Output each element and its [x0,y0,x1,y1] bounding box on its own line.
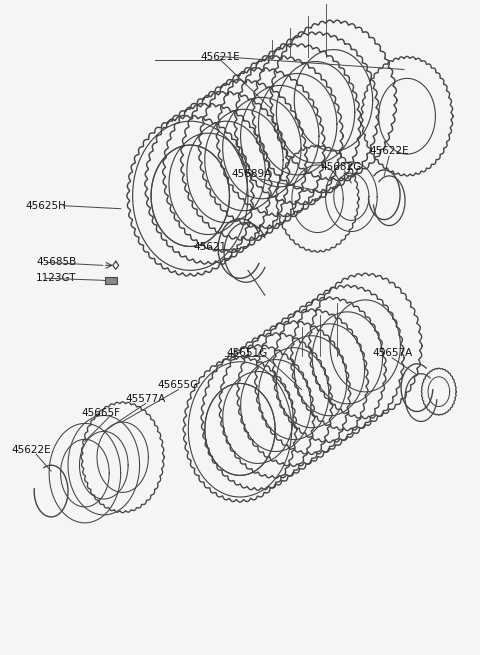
Text: 45651G: 45651G [227,348,267,358]
Text: 45625H: 45625H [26,200,67,211]
Text: 45689A: 45689A [232,169,272,179]
Text: 45622E: 45622E [12,445,51,455]
Text: 1123GT: 1123GT [36,273,77,283]
Text: 45621: 45621 [193,242,227,252]
Text: 45682G: 45682G [321,162,362,172]
Text: 45621E: 45621E [200,52,240,62]
Text: 45622E: 45622E [369,146,409,156]
Text: 45577A: 45577A [125,394,166,403]
Text: 45665F: 45665F [81,409,120,419]
Text: 45685B: 45685B [36,257,76,267]
Text: 45655G: 45655G [158,380,199,390]
Text: 45657A: 45657A [372,348,412,358]
Bar [105,277,117,284]
